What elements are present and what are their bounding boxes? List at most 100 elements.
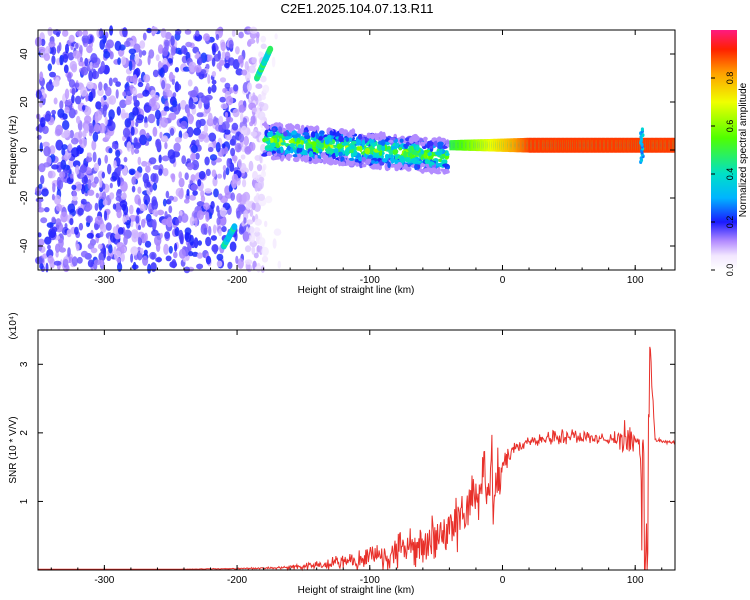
heatmap-cell: [457, 139, 460, 151]
heatmap-cell: [216, 217, 221, 226]
heatmap-cell: [236, 193, 243, 203]
heatmap-cell: [251, 57, 257, 64]
heatmap-cell: [506, 138, 509, 152]
heatmap-cell: [231, 223, 238, 231]
heatmap-cell: [604, 137, 607, 153]
heatmap-cell: [55, 124, 63, 136]
heatmap-cell: [205, 211, 210, 222]
heatmap-cell: [186, 162, 194, 171]
heatmap-cell: [97, 243, 103, 250]
heatmap-cell: [99, 177, 103, 189]
heatmap-cell: [366, 133, 373, 139]
heatmap-cell: [94, 215, 103, 225]
heatmap-cell: [236, 210, 241, 219]
heatmap-cell: [200, 195, 206, 203]
heatmap-cell: [62, 53, 69, 63]
heatmap-cell: [435, 151, 442, 156]
heatmap-cell: [92, 131, 99, 142]
heatmap-y-ticks: -40 -20 0 20 40: [19, 48, 675, 253]
heatmap-cell: [39, 142, 43, 153]
heatmap-cell: [156, 209, 165, 216]
y-tick-label: 0: [19, 147, 30, 153]
heatmap-cell: [137, 198, 142, 206]
snr-y-axis-label: SNR (10 * V/V): [8, 416, 19, 483]
heatmap-cell: [161, 79, 166, 90]
heatmap-cell: [235, 68, 244, 76]
heatmap-cell: [521, 138, 523, 153]
heatmap-cell: [79, 139, 83, 145]
heatmap-cell: [345, 159, 349, 166]
heatmap-cell: [250, 142, 256, 151]
heatmap-cell: [483, 139, 486, 152]
heatmap-cell: [238, 204, 246, 212]
heatmap-cell: [51, 193, 55, 201]
heatmap-cell: [38, 183, 43, 189]
heatmap-cell: [88, 125, 95, 134]
heatmap-cell: [547, 137, 550, 153]
heatmap-cell: [161, 155, 170, 162]
heatmap-cell: [493, 138, 495, 152]
heatmap-cell: [53, 97, 58, 105]
heatmap-cell: [262, 84, 270, 94]
heatmap-cell: [639, 137, 641, 153]
figure-title: C2E1.2025.104.07.13.R11: [281, 1, 434, 16]
heatmap-cell: [105, 222, 112, 231]
heatmap-cell: [423, 136, 428, 141]
heatmap-cell: [78, 60, 84, 67]
heatmap-cell: [165, 255, 172, 262]
heatmap-cell: [182, 132, 189, 140]
y-tick-label: 20: [19, 96, 30, 108]
heatmap-cell: [251, 202, 256, 211]
heatmap-cell: [240, 125, 248, 136]
heatmap-cell: [122, 91, 127, 97]
heatmap-cell: [349, 149, 354, 154]
heatmap-cell: [230, 192, 235, 201]
heatmap-cell: [517, 138, 519, 153]
heatmap-cell: [261, 246, 269, 257]
heatmap-x-axis-label: Height of straight line (km): [298, 285, 415, 296]
heatmap-cell: [544, 137, 547, 153]
heatmap-cell: [285, 153, 291, 161]
heatmap-cell: [229, 87, 234, 94]
heatmap-cell: [527, 137, 530, 153]
heatmap-cell: [75, 165, 80, 175]
heatmap-cell: [166, 89, 173, 98]
heatmap-cell: [507, 138, 510, 152]
heatmap-cell: [102, 106, 107, 118]
heatmap-cell: [582, 137, 584, 153]
heatmap-cell: [284, 149, 290, 154]
heatmap-cell: [189, 234, 195, 246]
heatmap-cell: [297, 144, 303, 149]
heatmap-cell: [133, 137, 138, 146]
heatmap-cell: [37, 46, 46, 53]
heatmap-cell: [392, 149, 398, 155]
heatmap-cell: [97, 157, 102, 166]
heatmap-cell: [141, 50, 147, 56]
heatmap-cell: [194, 217, 198, 228]
heatmap-cell: [120, 192, 127, 200]
heatmap-cell: [80, 66, 89, 76]
heatmap-cell: [257, 94, 263, 102]
heatmap-cell: [46, 222, 54, 228]
heatmap-cell: [511, 138, 514, 153]
heatmap-cell: [387, 161, 391, 169]
heatmap-cell: [38, 244, 43, 252]
heatmap-cell: [456, 140, 458, 151]
heatmap-cell: [554, 137, 556, 153]
heatmap-cell: [241, 69, 248, 76]
heatmap-cell: [117, 57, 121, 65]
heatmap-cell: [408, 137, 415, 144]
snr-panel: -300 -200 -100 0 100 1 2 3 Height of straight …: [8, 312, 676, 596]
heatmap-cell: [325, 158, 333, 165]
heatmap-cell: [82, 105, 86, 111]
heatmap-cell: [173, 251, 178, 259]
heatmap-cell: [225, 116, 234, 123]
heatmap-cell: [69, 173, 74, 179]
heatmap-cell: [205, 168, 211, 177]
heatmap-cell: [123, 235, 128, 246]
heatmap-cell: [468, 139, 470, 151]
heatmap-cell: [338, 128, 345, 135]
heatmap-cell: [248, 226, 255, 235]
heatmap-cell: [303, 155, 310, 163]
heatmap-cell: [211, 79, 217, 85]
